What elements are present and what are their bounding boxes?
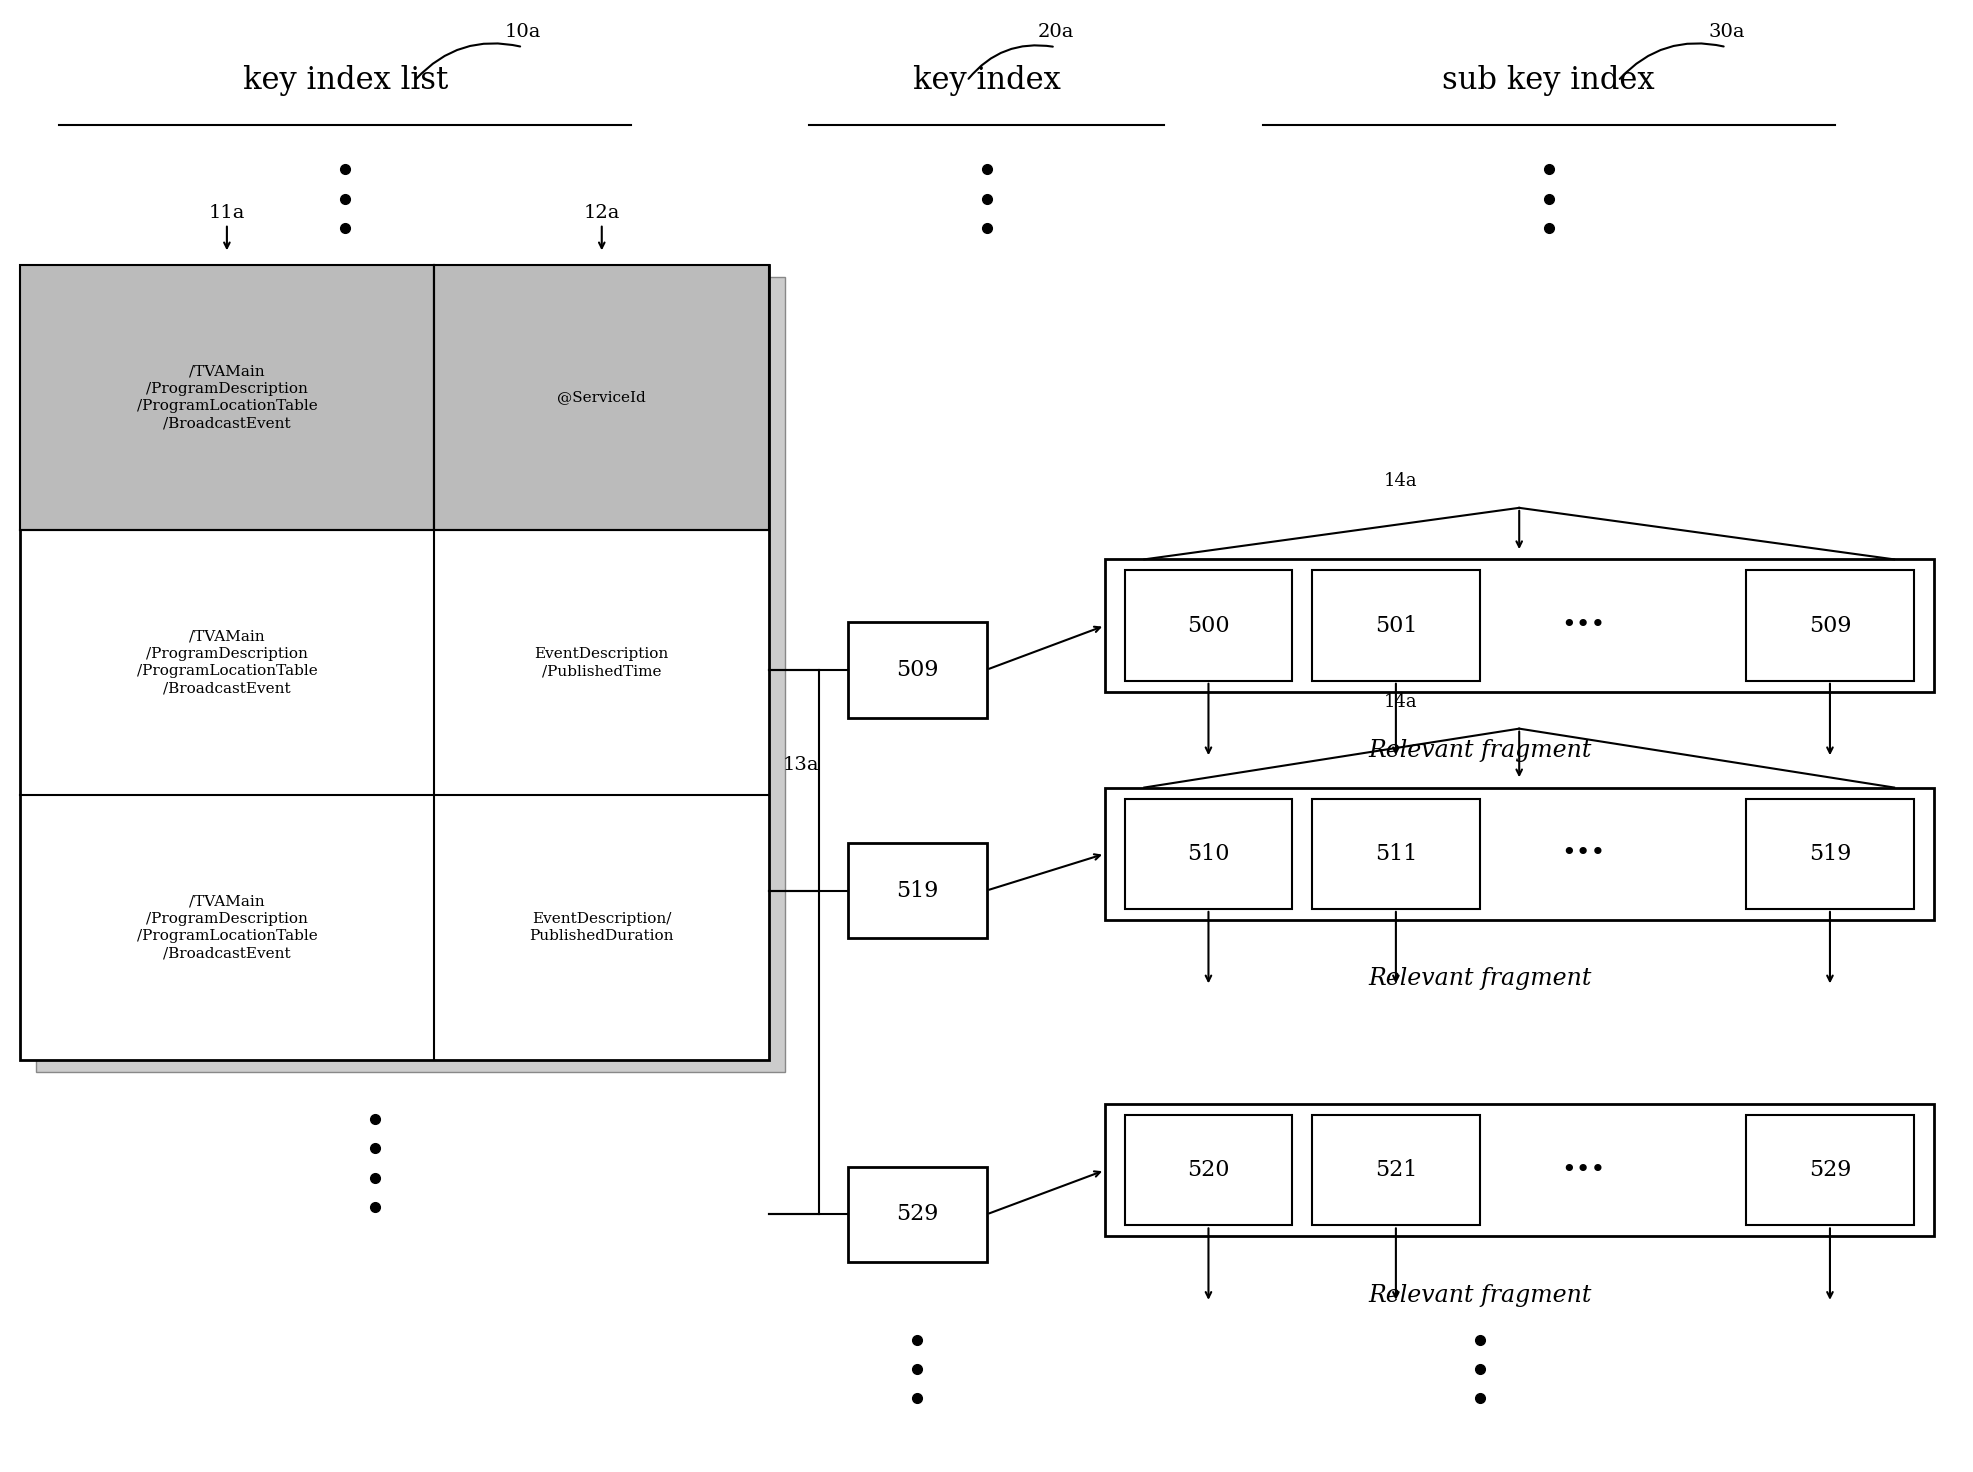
Text: 509: 509 bbox=[1809, 615, 1851, 636]
Text: key index: key index bbox=[913, 65, 1060, 96]
FancyBboxPatch shape bbox=[1312, 571, 1480, 680]
FancyBboxPatch shape bbox=[1125, 1116, 1292, 1225]
FancyBboxPatch shape bbox=[1312, 798, 1480, 910]
Text: /TVAMain
/ProgramDescription
/ProgramLocationTable
/BroadcastEvent: /TVAMain /ProgramDescription /ProgramLoc… bbox=[136, 630, 318, 695]
Text: •••: ••• bbox=[1561, 1158, 1606, 1182]
FancyBboxPatch shape bbox=[20, 265, 434, 530]
Text: 13a: 13a bbox=[783, 757, 819, 774]
FancyBboxPatch shape bbox=[1125, 571, 1292, 680]
Text: 12a: 12a bbox=[584, 205, 620, 222]
FancyBboxPatch shape bbox=[1746, 1116, 1914, 1225]
Text: 529: 529 bbox=[896, 1204, 939, 1225]
Text: /TVAMain
/ProgramDescription
/ProgramLocationTable
/BroadcastEvent: /TVAMain /ProgramDescription /ProgramLoc… bbox=[136, 895, 318, 960]
Text: 20a: 20a bbox=[1038, 24, 1073, 41]
FancyBboxPatch shape bbox=[1746, 571, 1914, 680]
Text: 501: 501 bbox=[1375, 615, 1417, 636]
FancyBboxPatch shape bbox=[434, 265, 769, 530]
Text: •••: ••• bbox=[1561, 614, 1606, 637]
Text: key index list: key index list bbox=[243, 65, 448, 96]
Text: 521: 521 bbox=[1375, 1160, 1417, 1181]
Text: 14a: 14a bbox=[1383, 473, 1419, 490]
FancyBboxPatch shape bbox=[20, 265, 769, 1060]
FancyBboxPatch shape bbox=[1125, 798, 1292, 910]
Text: 519: 519 bbox=[896, 880, 939, 901]
FancyBboxPatch shape bbox=[1105, 788, 1934, 920]
FancyBboxPatch shape bbox=[1105, 1104, 1934, 1236]
Text: @ServiceId: @ServiceId bbox=[558, 390, 645, 405]
FancyBboxPatch shape bbox=[1312, 1116, 1480, 1225]
FancyBboxPatch shape bbox=[1746, 798, 1914, 910]
Text: 519: 519 bbox=[1809, 843, 1851, 864]
Text: 520: 520 bbox=[1188, 1160, 1229, 1181]
Text: 500: 500 bbox=[1188, 615, 1229, 636]
Text: 529: 529 bbox=[1809, 1160, 1851, 1181]
FancyBboxPatch shape bbox=[1105, 559, 1934, 692]
Text: 30a: 30a bbox=[1709, 24, 1744, 41]
Text: 11a: 11a bbox=[209, 205, 245, 222]
Text: 10a: 10a bbox=[505, 24, 541, 41]
Text: /TVAMain
/ProgramDescription
/ProgramLocationTable
/BroadcastEvent: /TVAMain /ProgramDescription /ProgramLoc… bbox=[136, 365, 318, 430]
Text: EventDescription/
PublishedDuration: EventDescription/ PublishedDuration bbox=[529, 911, 675, 944]
Text: 511: 511 bbox=[1375, 843, 1417, 864]
Text: •••: ••• bbox=[1561, 842, 1606, 866]
FancyBboxPatch shape bbox=[36, 277, 785, 1072]
Text: Relevant fragment: Relevant fragment bbox=[1367, 967, 1592, 991]
Text: 509: 509 bbox=[896, 659, 939, 680]
Text: EventDescription
/PublishedTime: EventDescription /PublishedTime bbox=[535, 646, 669, 679]
Text: sub key index: sub key index bbox=[1442, 65, 1655, 96]
FancyBboxPatch shape bbox=[848, 842, 986, 939]
Text: 510: 510 bbox=[1188, 843, 1229, 864]
FancyBboxPatch shape bbox=[848, 621, 986, 717]
FancyBboxPatch shape bbox=[848, 1166, 986, 1263]
Text: 14a: 14a bbox=[1383, 693, 1419, 711]
Text: Relevant fragment: Relevant fragment bbox=[1367, 1284, 1592, 1307]
Text: Relevant fragment: Relevant fragment bbox=[1367, 739, 1592, 762]
